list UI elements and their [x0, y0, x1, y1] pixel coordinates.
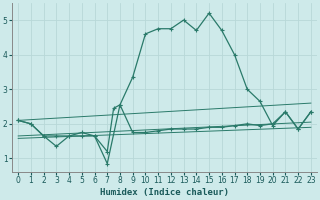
X-axis label: Humidex (Indice chaleur): Humidex (Indice chaleur) — [100, 188, 229, 197]
